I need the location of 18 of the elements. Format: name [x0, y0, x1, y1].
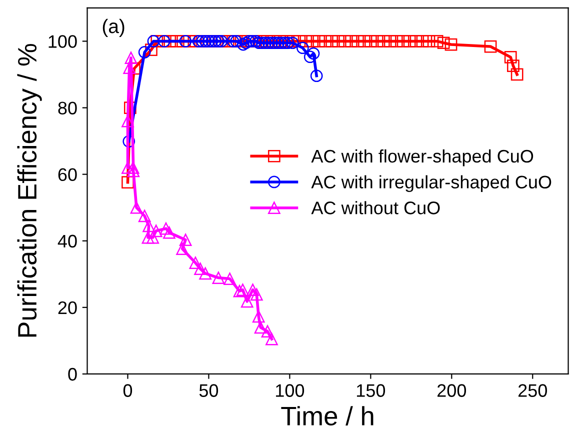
- legend-label: AC with irregular-shaped CuO: [311, 175, 552, 192]
- y-tick-label: 20: [58, 301, 77, 314]
- x-tick-label: 0: [123, 384, 132, 397]
- legend-label: AC with flower-shaped CuO: [311, 149, 534, 166]
- y-tick-label: 80: [58, 102, 77, 114]
- y-tick-label: 100: [48, 35, 77, 48]
- y-tick-label: 60: [58, 168, 77, 182]
- x-tick-label: 100: [276, 384, 304, 397]
- y-axis-title: Purification Efficiency / %: [17, 44, 42, 337]
- annotation: (a): [102, 18, 124, 38]
- legend-label: AC without CuO: [311, 201, 440, 214]
- x-tick-label: 250: [518, 384, 547, 397]
- x-tick-label: 50: [199, 384, 218, 397]
- x-tick-label: 200: [438, 384, 466, 397]
- x-tick-label: 150: [356, 384, 386, 397]
- y-tick-label: 0: [68, 368, 77, 381]
- x-axis-title: Time / h: [281, 406, 374, 426]
- y-tick-label: 40: [58, 234, 77, 248]
